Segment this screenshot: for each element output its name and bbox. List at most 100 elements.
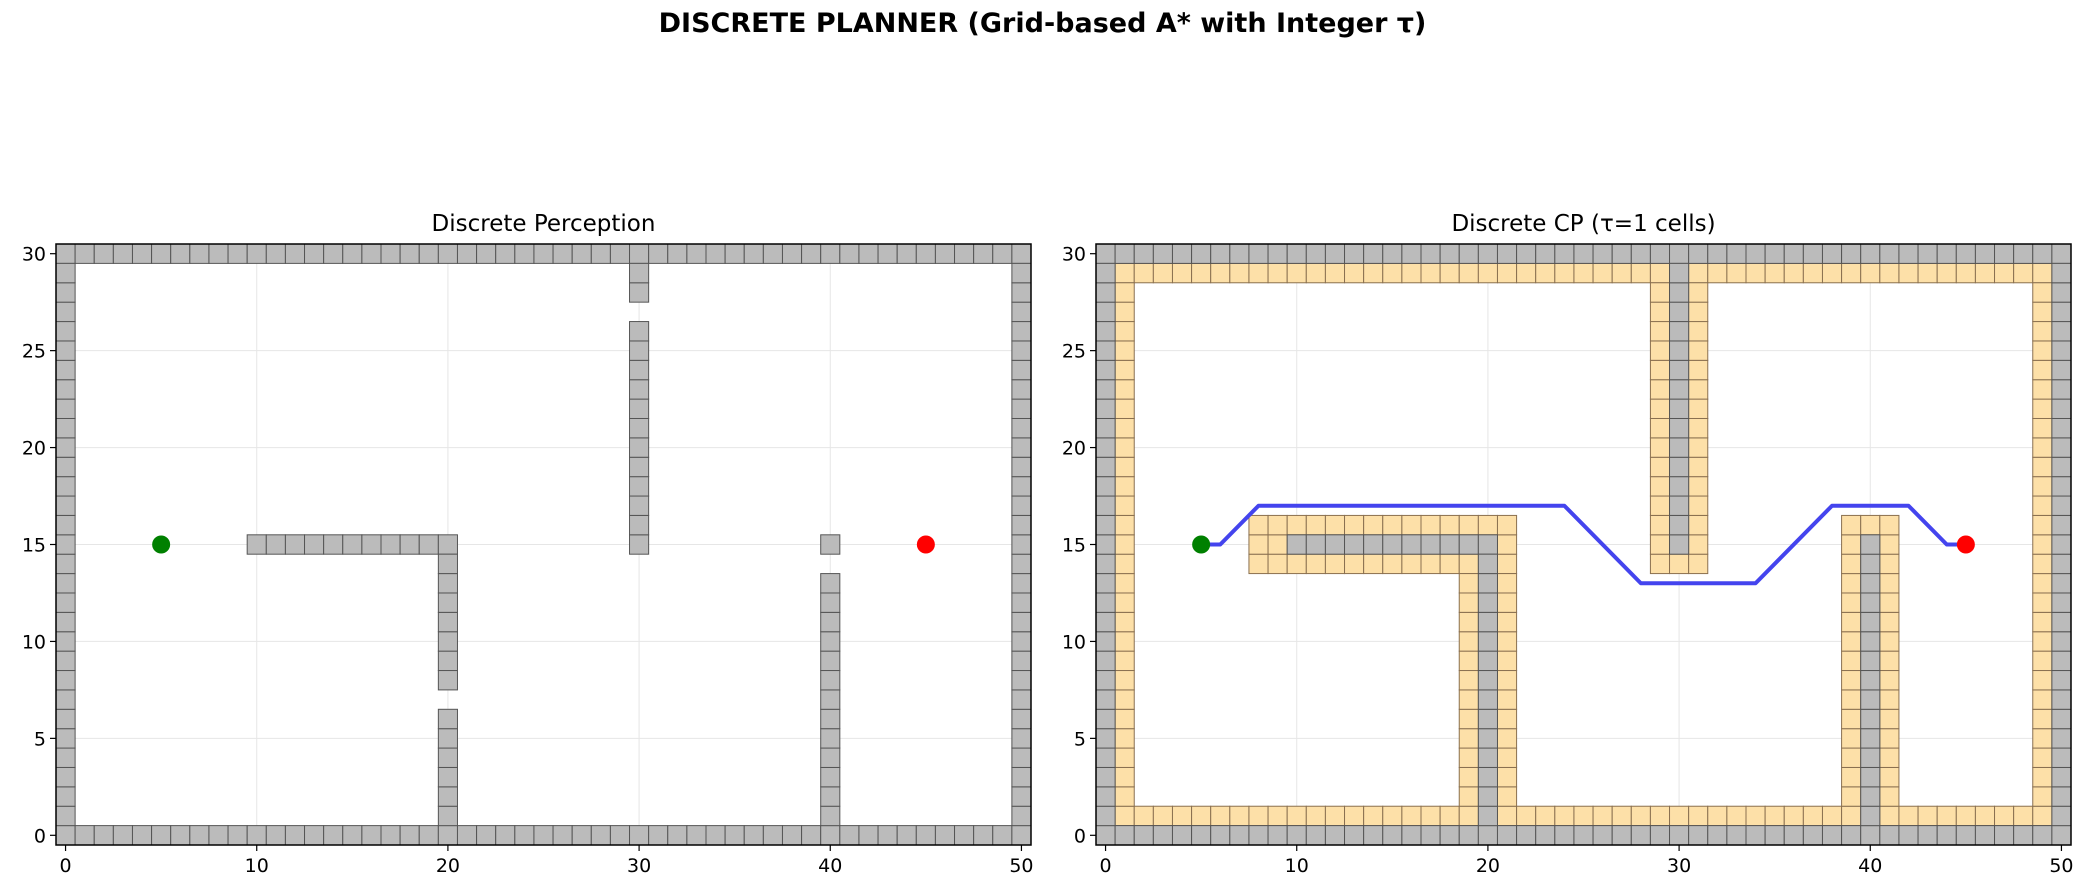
obstacle-cell bbox=[1860, 747, 1881, 768]
obstacle-cell bbox=[1011, 553, 1032, 575]
obstacle-cell bbox=[1860, 243, 1881, 264]
obstacle-cell bbox=[399, 825, 420, 846]
inflated-cell bbox=[1707, 262, 1728, 284]
obstacle-cell bbox=[1726, 243, 1747, 264]
obstacle-cell bbox=[629, 340, 650, 361]
obstacle-cell bbox=[1267, 243, 1288, 264]
obstacle-cell bbox=[1707, 243, 1728, 264]
inflated-cell bbox=[1248, 805, 1269, 827]
obstacle-cell bbox=[1783, 243, 1804, 264]
inflated-cell bbox=[2032, 592, 2053, 613]
inflated-cell bbox=[1171, 805, 1193, 827]
obstacle-cell bbox=[973, 243, 994, 264]
inflated-cell bbox=[1841, 805, 1862, 827]
obstacle-cell bbox=[2051, 650, 2072, 672]
inflated-cell bbox=[1630, 262, 1651, 284]
inflated-cell bbox=[1917, 262, 1938, 284]
inflated-cell bbox=[1879, 728, 1900, 749]
obstacle-cell bbox=[361, 243, 382, 264]
obstacle-cell bbox=[1324, 825, 1346, 846]
obstacle-cell bbox=[1011, 611, 1032, 633]
obstacle-cell bbox=[1095, 631, 1116, 652]
inflated-cell bbox=[1114, 301, 1135, 323]
inflated-cell bbox=[1363, 514, 1384, 536]
obstacle-cell bbox=[437, 825, 458, 846]
obstacle-cell bbox=[2051, 825, 2072, 846]
obstacle-cell bbox=[781, 825, 803, 846]
obstacle-cell bbox=[1439, 243, 1460, 264]
inflated-cell bbox=[1324, 553, 1346, 575]
inflated-cell bbox=[1573, 262, 1594, 284]
obstacle-cell bbox=[74, 825, 95, 846]
inflated-cell bbox=[1114, 689, 1135, 710]
x-tick-label: 50 bbox=[1009, 855, 1033, 877]
inflated-cell bbox=[1248, 262, 1269, 284]
inflated-cell bbox=[2032, 650, 2053, 672]
y-tick-label: 15 bbox=[22, 535, 46, 557]
obstacle-cell bbox=[1152, 243, 1173, 264]
obstacle-cell bbox=[55, 321, 76, 342]
obstacle-cell bbox=[1191, 243, 1212, 264]
obstacle-cell bbox=[1535, 243, 1556, 264]
obstacle-cell bbox=[1011, 398, 1032, 419]
inflated-cell bbox=[1669, 553, 1690, 575]
obstacle-cell bbox=[1783, 825, 1804, 846]
obstacle-cell bbox=[1496, 243, 1518, 264]
inflated-cell bbox=[1305, 553, 1326, 575]
inflated-cell bbox=[2032, 340, 2053, 361]
inflated-cell bbox=[1516, 262, 1537, 284]
inflated-cell bbox=[2032, 262, 2053, 284]
obstacle-cell bbox=[2013, 243, 2034, 264]
inflated-cell bbox=[1936, 805, 1957, 827]
inflated-cell bbox=[1879, 514, 1900, 536]
inflated-cell bbox=[1363, 805, 1384, 827]
obstacle-cell bbox=[1841, 243, 1862, 264]
inflated-cell bbox=[1802, 262, 1823, 284]
obstacle-cell bbox=[1458, 825, 1479, 846]
inflated-cell bbox=[1764, 262, 1785, 284]
inflated-cell bbox=[1649, 514, 1671, 536]
obstacle-cell bbox=[552, 825, 573, 846]
panel-discrete-cp: 0 10 20 30 40 50 0 5 10 15 20 25 30 Discrete CP (τ=1 … bbox=[1062, 211, 2074, 877]
obstacle-cell bbox=[2051, 476, 2072, 497]
obstacle-cell bbox=[896, 825, 917, 846]
obstacle-cell bbox=[1011, 495, 1032, 516]
obstacle-cell bbox=[246, 534, 267, 555]
obstacle-cell bbox=[2051, 786, 2072, 807]
obstacle-cell bbox=[323, 243, 344, 264]
inflated-cell bbox=[2032, 379, 2053, 400]
inflated-cell bbox=[1649, 321, 1671, 342]
obstacle-cell bbox=[1095, 708, 1116, 730]
obstacle-cell bbox=[2051, 728, 2072, 749]
obstacle-cell bbox=[227, 243, 248, 264]
obstacle-cell bbox=[112, 825, 133, 846]
inflated-cell bbox=[2032, 398, 2053, 419]
obstacle-cell bbox=[820, 611, 841, 633]
obstacle-cell bbox=[1286, 825, 1307, 846]
obstacle-cell bbox=[1095, 301, 1116, 323]
obstacle-cell bbox=[552, 243, 573, 264]
inflated-cell bbox=[1114, 495, 1135, 516]
inflated-cell bbox=[1458, 766, 1479, 788]
obstacle-cell bbox=[1363, 243, 1384, 264]
obstacle-cell bbox=[437, 573, 458, 594]
obstacle-cell bbox=[839, 825, 860, 846]
inflated-cell bbox=[1688, 805, 1709, 827]
obstacle-cell bbox=[629, 243, 650, 264]
inflated-cell bbox=[1841, 766, 1862, 788]
obstacle-cell bbox=[1516, 243, 1537, 264]
obstacle-cell bbox=[1011, 282, 1032, 303]
inflated-cell bbox=[1420, 553, 1441, 575]
inflated-cell bbox=[1267, 534, 1288, 555]
obstacle-cell bbox=[437, 747, 458, 768]
inflated-cell bbox=[1649, 282, 1671, 303]
inflated-cell bbox=[1783, 262, 1804, 284]
obstacle-cell bbox=[801, 243, 822, 264]
obstacle-cell bbox=[1611, 825, 1632, 846]
inflated-cell bbox=[1783, 805, 1804, 827]
inflated-cell bbox=[1191, 805, 1212, 827]
obstacle-cell bbox=[93, 825, 114, 846]
obstacle-cell bbox=[629, 825, 650, 846]
inflated-cell bbox=[2032, 456, 2053, 478]
y-tick-label: 30 bbox=[1062, 244, 1086, 266]
